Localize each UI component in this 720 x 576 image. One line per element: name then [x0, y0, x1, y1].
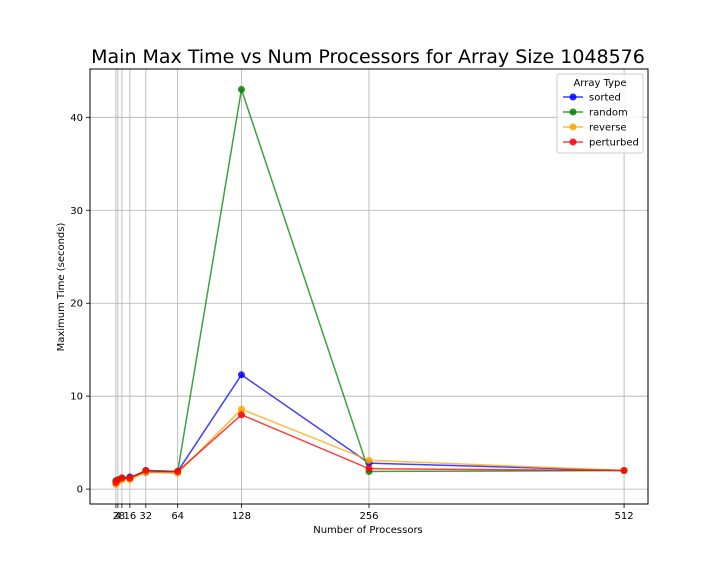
data-point-perturbed [142, 467, 150, 475]
data-point-perturbed [126, 474, 134, 482]
legend-label: sorted [589, 93, 621, 104]
legend-label: perturbed [589, 138, 639, 149]
chart-title: Main Max Time vs Num Processors for Arra… [91, 46, 645, 68]
legend-marker [569, 123, 577, 131]
data-point-perturbed [620, 467, 628, 475]
series-line-random [115, 89, 625, 482]
series-perturbed [112, 411, 628, 487]
data-point-perturbed [118, 474, 126, 482]
y-tick-label: 20 [70, 299, 83, 310]
legend-title: Array Type [573, 78, 626, 89]
y-axis-label: Maximum Time (seconds) [56, 223, 67, 352]
series-layer [112, 85, 628, 488]
data-point-random [237, 85, 245, 93]
x-tick-label: 128 [232, 511, 251, 522]
x-tick-label: 32 [139, 511, 152, 522]
x-tick-label: 512 [615, 511, 634, 522]
data-point-perturbed [365, 465, 373, 473]
x-tick-label: 16 [123, 511, 136, 522]
legend-item-random: random [563, 108, 628, 119]
legend-item-sorted: sorted [563, 93, 621, 104]
legend: Array Type sorted random reverse perturbed [556, 73, 644, 154]
y-tick-label: 10 [70, 392, 83, 403]
y-tick-label: 40 [70, 113, 83, 124]
x-tick-label: 4 [115, 511, 121, 522]
legend-item-reverse: reverse [563, 123, 627, 134]
legend-box [556, 73, 644, 154]
x-tick-label: 256 [359, 511, 378, 522]
x-tick-label: 2 [113, 511, 119, 522]
x-tick-label: 8 [119, 511, 125, 522]
data-point-sorted [237, 371, 245, 379]
data-point-perturbed [237, 411, 245, 419]
data-point-reverse [365, 456, 373, 464]
series-reverse [112, 405, 628, 488]
y-tick-label: 0 [77, 485, 83, 496]
grid [90, 69, 648, 504]
legend-label: reverse [589, 123, 627, 134]
x-tick-label: 64 [171, 511, 184, 522]
legend-marker [569, 93, 577, 101]
series-random [112, 85, 628, 485]
x-axis-label: Number of Processors [313, 525, 423, 536]
legend-marker [569, 138, 577, 146]
data-point-reverse [237, 405, 245, 413]
data-point-perturbed [174, 467, 182, 475]
legend-item-perturbed: perturbed [563, 138, 639, 149]
legend-marker [569, 108, 577, 116]
legend-label: random [589, 108, 628, 119]
y-tick-label: 30 [70, 206, 83, 217]
